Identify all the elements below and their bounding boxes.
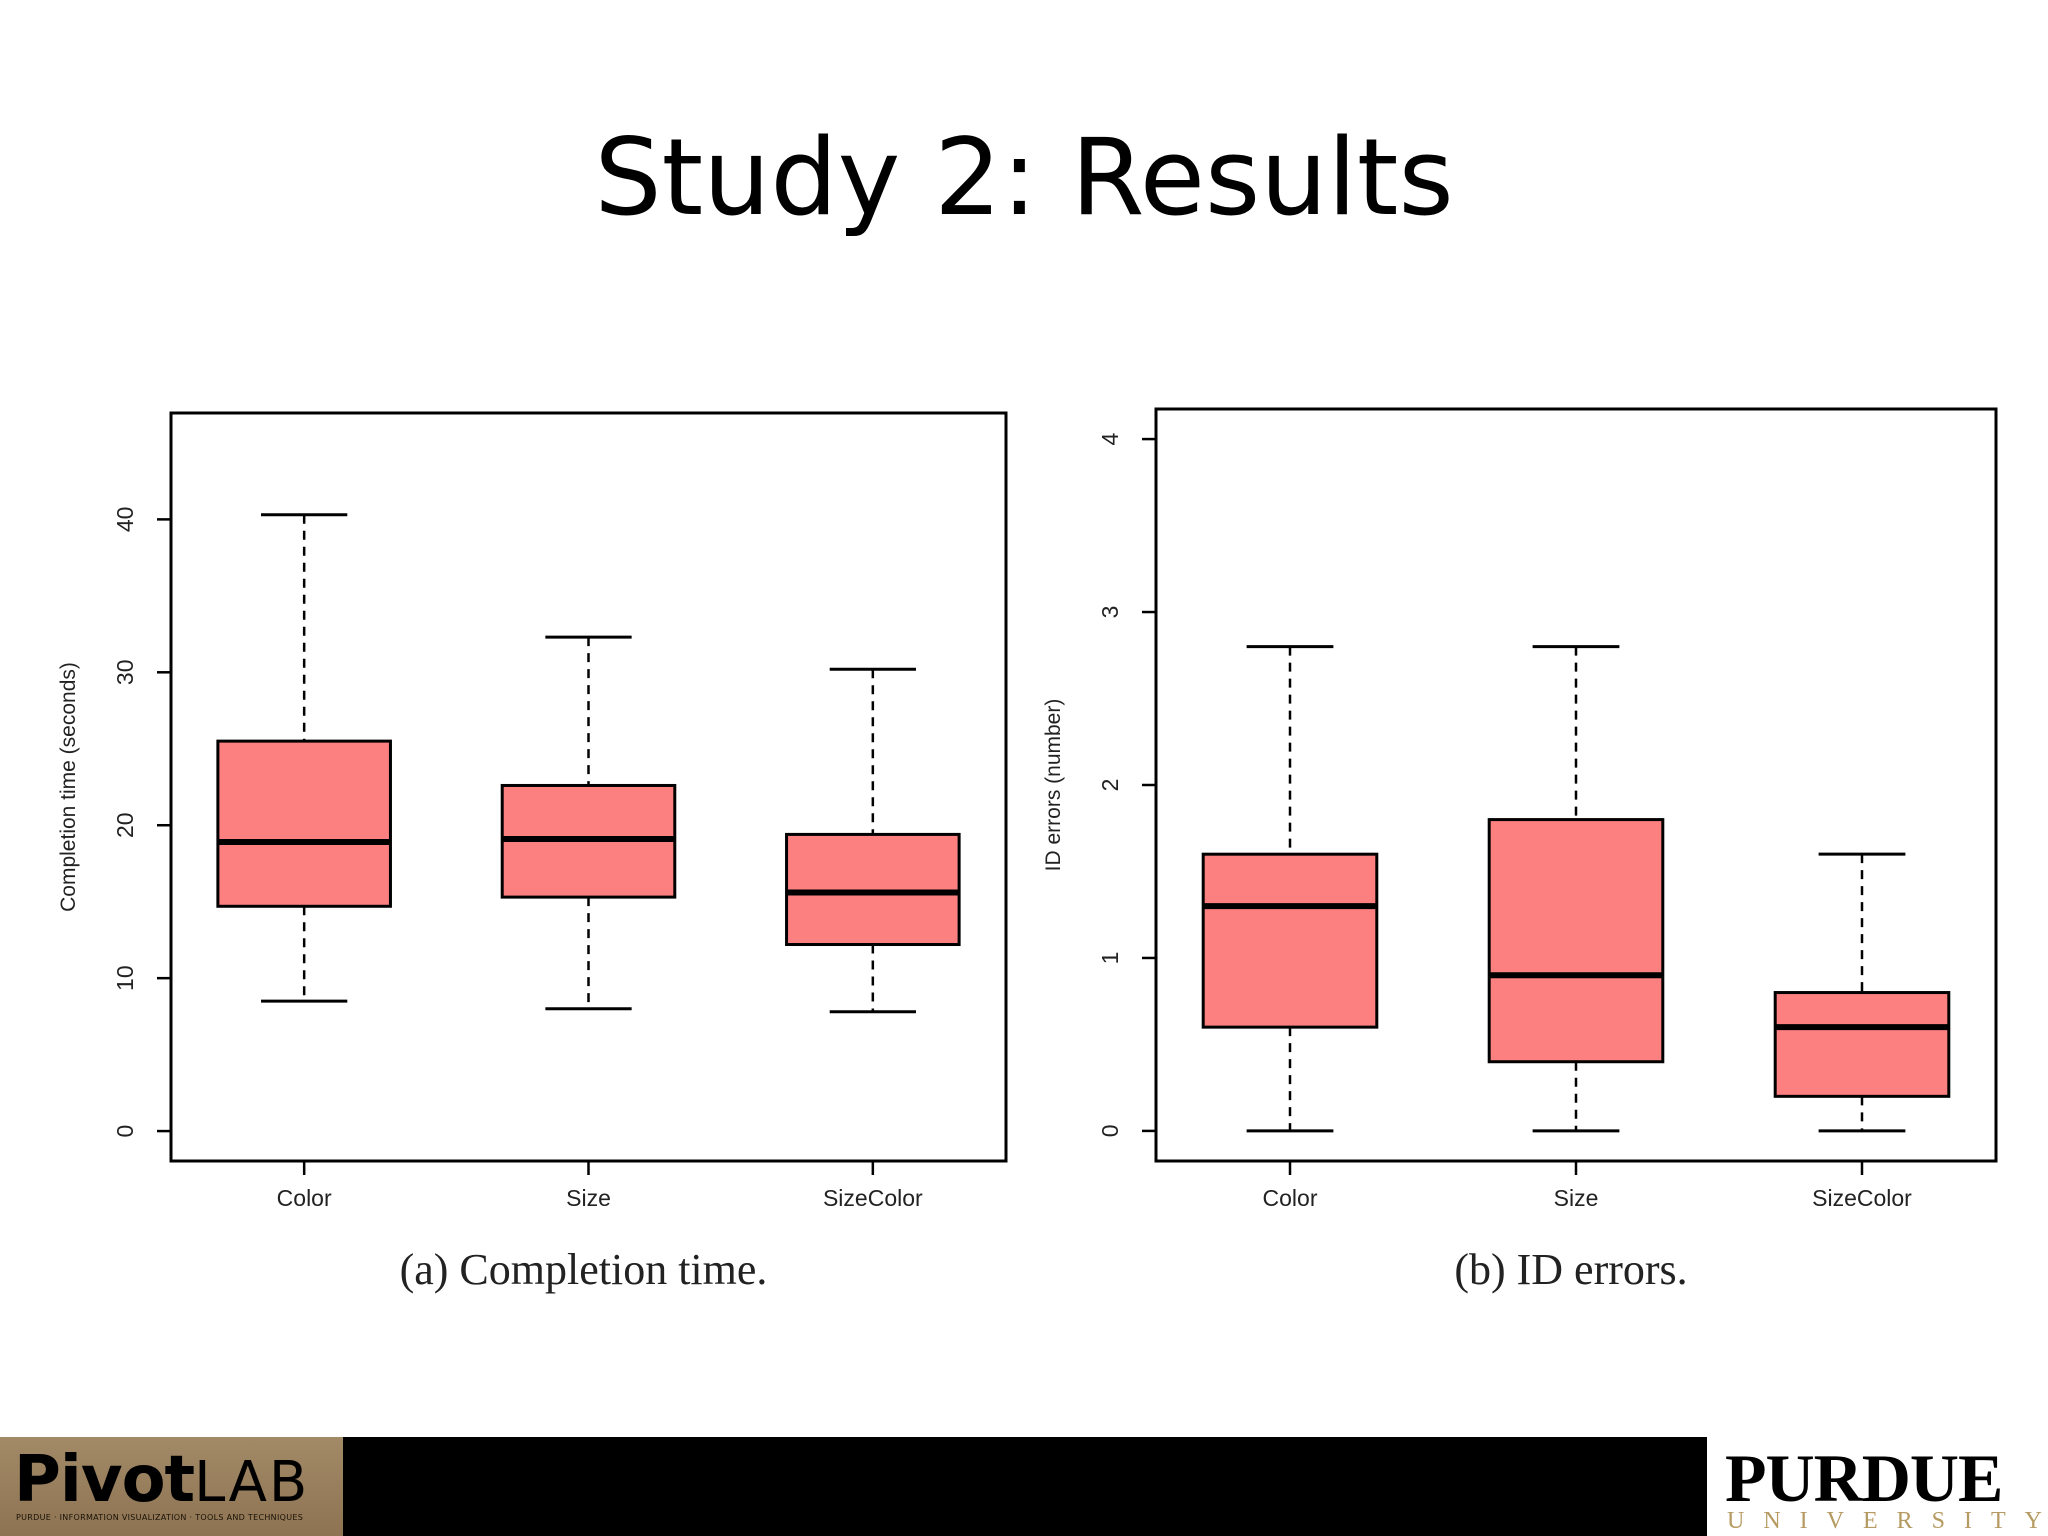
- y-tick-label: 0: [112, 1125, 138, 1138]
- footer-bar: PivotLAB PURDUE · INFORMATION VISUALIZAT…: [0, 1437, 2048, 1536]
- x-tick-label: SizeColor: [1812, 1185, 1912, 1211]
- iqr-box: [1773, 991, 1951, 1098]
- x-tick-label: SizeColor: [823, 1185, 923, 1211]
- y-tick-label: 2: [1097, 779, 1123, 792]
- x-tick-label: Size: [566, 1185, 611, 1211]
- iqr-box: [1201, 852, 1379, 1029]
- pivotlab-logo: PivotLAB PURDUE · INFORMATION VISUALIZAT…: [0, 1437, 343, 1536]
- iqr-box: [216, 739, 392, 908]
- y-axis-label: Completion time (seconds): [57, 662, 80, 912]
- pivotlab-logo-tagline: PURDUE · INFORMATION VISUALIZATION · TOO…: [16, 1513, 304, 1522]
- purdue-logo-subtitle: UNIVERSITY.: [1727, 1508, 2048, 1534]
- y-axis-label: ID errors (number): [1042, 699, 1065, 872]
- y-tick-label: 40: [112, 507, 138, 533]
- chart-caption: (b) ID errors.: [1454, 1245, 1687, 1294]
- x-tick-label: Size: [1554, 1185, 1599, 1211]
- box-color: [216, 513, 392, 1003]
- x-tick-label: Color: [1263, 1185, 1318, 1211]
- purdue-logo-word: PURDUE: [1725, 1440, 2003, 1516]
- box-size: [1487, 645, 1665, 1133]
- box-color: [1201, 645, 1379, 1133]
- y-tick-label: 30: [112, 660, 138, 686]
- y-tick-label: 1: [1097, 952, 1123, 965]
- pivotlab-logo-word: PivotLAB: [14, 1443, 309, 1517]
- iqr-box: [1487, 818, 1665, 1064]
- y-tick-label: 4: [1097, 432, 1123, 445]
- chart-id-errors: 0 1 2 3 4 ID errors (number) Color Size SizeColo…: [1042, 407, 1998, 1294]
- y-tick-label: 10: [112, 965, 138, 991]
- box-sizecolor: [1773, 852, 1951, 1133]
- pivotlab-logo-word-light: LAB: [194, 1450, 310, 1515]
- chart-completion-time: 0 10 20 30 40 Completion time (seconds) Color S…: [57, 411, 1008, 1294]
- x-tick-label: Color: [277, 1185, 332, 1211]
- pivotlab-logo-word-bold: Pivot: [14, 1443, 195, 1517]
- y-tick-label: 20: [112, 812, 138, 838]
- box-sizecolor: [785, 667, 961, 1014]
- y-tick-label: 3: [1097, 606, 1123, 619]
- iqr-box: [785, 832, 961, 947]
- y-tick-label: 0: [1097, 1125, 1123, 1138]
- chart-caption: (a) Completion time.: [400, 1245, 768, 1294]
- box-size: [500, 635, 677, 1011]
- purdue-logo: PURDUE UNIVERSITY.: [1707, 1437, 2048, 1536]
- slide-title: Study 2: Results: [594, 116, 1454, 239]
